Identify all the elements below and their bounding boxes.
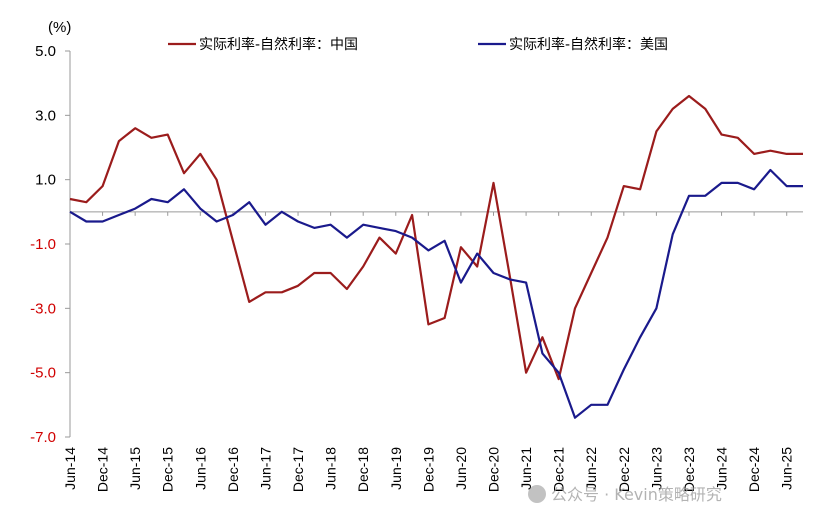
x-tick-label: Dec-16 [225, 447, 241, 492]
x-tick-label: Jun-16 [192, 447, 208, 490]
x-tick-label: Dec-19 [420, 447, 436, 492]
x-tick-label: Dec-22 [616, 447, 632, 492]
y-tick-label: -3.0 [30, 300, 56, 317]
y-axis-ticks: 5.0 3.0 1.0 -1.0 -3.0 -5.0 -7.0 [30, 43, 70, 446]
x-tick-label: Dec-23 [681, 447, 697, 492]
x-axis-ticks: Jun-14 Dec-14 Jun-15 Dec-15 Jun-16 Dec-16 Jun-… [62, 211, 795, 492]
x-tick-label: Jun-17 [257, 447, 273, 490]
x-tick-label: Dec-20 [486, 447, 502, 492]
series-line-china [69, 94, 803, 381]
x-tick-label: Jun-15 [127, 447, 143, 490]
y-axis-unit-label: (%) [48, 19, 71, 36]
x-tick-label: Dec-17 [290, 447, 306, 492]
y-tick-label: -7.0 [30, 429, 56, 446]
series-line-usa [69, 168, 803, 419]
x-tick-label: Dec-24 [746, 447, 762, 492]
watermark-text: 公众号 · Kevin策略研究 [551, 485, 722, 504]
y-tick-label: -1.0 [30, 236, 56, 253]
x-tick-label: Dec-15 [160, 447, 176, 492]
x-tick-label: Jun-21 [518, 447, 534, 490]
x-tick-label: Jun-18 [323, 447, 339, 490]
series-layer [69, 94, 803, 419]
x-tick-label: Jun-20 [453, 447, 469, 490]
x-tick-label: Jun-25 [779, 447, 795, 490]
x-tick-label: Jun-24 [714, 447, 730, 490]
x-tick-label: Dec-21 [551, 447, 567, 492]
y-tick-label: -5.0 [30, 365, 56, 382]
y-tick-label: 1.0 [35, 172, 56, 189]
x-tick-label: Jun-22 [583, 447, 599, 490]
watermark: 公众号 · Kevin策略研究 [528, 485, 722, 504]
y-tick-label: 5.0 [35, 43, 56, 60]
legend-label-china: 实际利率-自然利率：中国 [199, 36, 358, 53]
x-tick-label: Jun-14 [62, 447, 78, 490]
x-tick-label: Jun-23 [648, 447, 664, 490]
x-tick-label: Jun-19 [388, 447, 404, 490]
y-tick-label: 3.0 [35, 107, 56, 124]
legend: 实际利率-自然利率：中国 实际利率-自然利率：美国 [168, 36, 668, 53]
wechat-icon [528, 485, 546, 503]
x-tick-label: Dec-14 [95, 447, 111, 492]
legend-label-usa: 实际利率-自然利率：美国 [509, 36, 668, 53]
x-tick-label: Dec-18 [355, 447, 371, 492]
